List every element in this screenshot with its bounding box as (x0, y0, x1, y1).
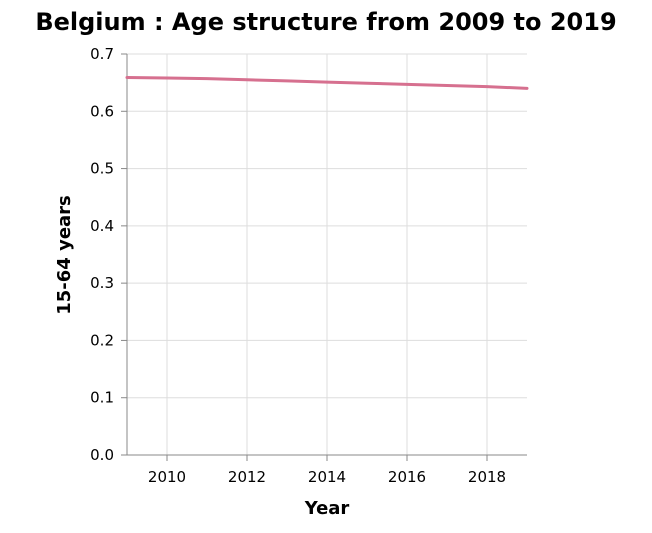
series-lines (125, 75, 529, 90)
chart-title: Belgium : Age structure from 2009 to 201… (35, 8, 616, 36)
y-axis-title: 15-64 years (54, 195, 75, 315)
y-tick-label: 0.0 (90, 446, 114, 464)
y-tick-label: 0.1 (90, 389, 114, 407)
x-tick-label: 2014 (308, 468, 346, 486)
y-tick-label: 0.5 (90, 160, 114, 178)
x-tick-label: 2012 (228, 468, 266, 486)
x-tick-label: 2010 (148, 468, 186, 486)
y-tick-label: 0.7 (90, 45, 114, 63)
y-tick-label: 0.4 (90, 217, 114, 235)
x-tick-label: 2018 (468, 468, 506, 486)
gridlines (127, 53, 527, 456)
y-tick-label: 0.2 (90, 331, 114, 349)
x-tick-label: 2016 (388, 468, 426, 486)
y-tick-label: 0.6 (90, 102, 114, 120)
axes: 0.0 0.1 0.2 0.3 0.4 0.5 0.6 0.7 2010 2012 2014 2016… (90, 45, 527, 486)
x-axis-title: Year (304, 498, 350, 519)
series-line (125, 75, 529, 90)
y-tick-label: 0.3 (90, 274, 114, 292)
